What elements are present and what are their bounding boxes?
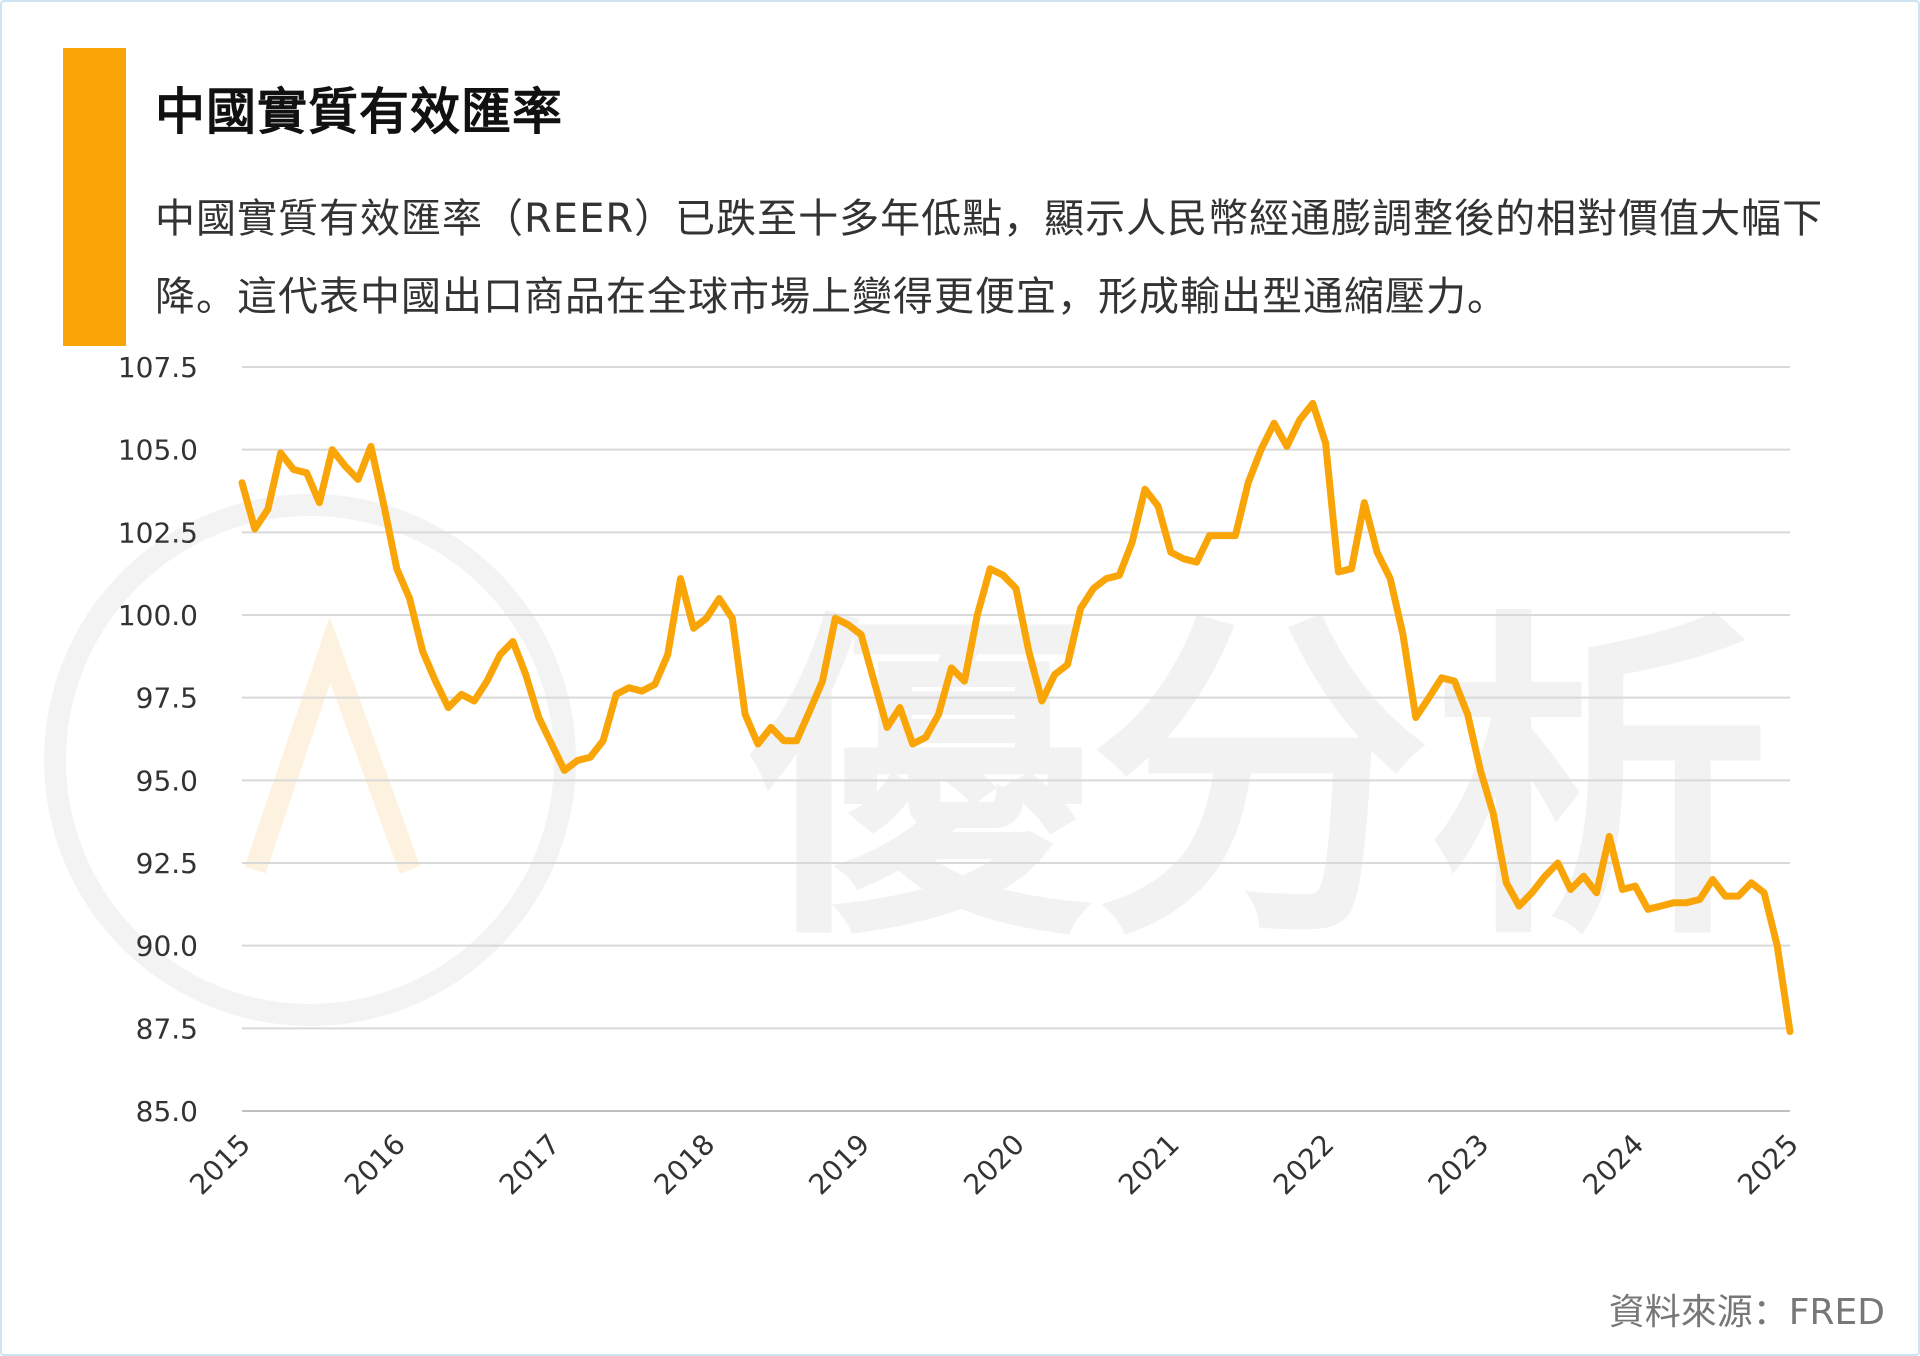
y-tick-label: 100.0 <box>118 599 198 632</box>
chart-title: 中國實質有效匯率 <box>155 83 563 141</box>
x-tick-label: 2016 <box>338 1128 412 1202</box>
y-tick-label: 95.0 <box>136 764 198 797</box>
y-tick-label: 107.5 <box>118 351 198 384</box>
y-tick-label: 92.5 <box>136 847 198 880</box>
watermark-logo-mark <box>244 616 421 874</box>
y-tick-label: 90.0 <box>136 930 198 963</box>
x-tick-label: 2015 <box>183 1128 257 1202</box>
y-tick-label: 87.5 <box>136 1012 198 1045</box>
chart-description: 中國實質有效匯率（REER）已跌至十多年低點，顯示人民幣經通膨調整後的相對價值大… <box>155 196 1824 320</box>
x-tick-label: 2017 <box>493 1128 567 1202</box>
x-tick-label: 2021 <box>1112 1128 1186 1202</box>
x-tick-label: 2020 <box>957 1128 1031 1202</box>
title-accent-bar <box>63 48 126 346</box>
x-tick-label: 2018 <box>648 1128 722 1202</box>
x-tick-label: 2023 <box>1422 1128 1496 1202</box>
x-axis-ticks: 2015 2016 2017 2018 2019 2020 2021 2022 2023 2024… <box>183 1128 1805 1202</box>
series-line-reer <box>238 399 1794 1036</box>
y-tick-label: 105.0 <box>118 434 198 467</box>
y-tick-label: 85.0 <box>136 1095 198 1128</box>
watermark-text: 優分析 <box>745 585 1770 981</box>
source-note: 資料來源：FRED <box>1608 1292 1885 1333</box>
y-tick-label: 97.5 <box>136 682 198 715</box>
x-tick-label: 2022 <box>1267 1128 1341 1202</box>
y-axis-ticks: 85.0 87.5 90.0 92.5 95.0 97.5 100.0 102.5 105.0 1… <box>118 351 198 1128</box>
x-tick-label: 2025 <box>1731 1128 1805 1202</box>
grid-lines <box>242 366 1790 1112</box>
watermark: 優分析 <box>44 494 1770 1026</box>
watermark-logo-ring <box>44 494 576 1026</box>
x-tick-label: 2019 <box>802 1128 876 1202</box>
y-tick-label: 102.5 <box>118 516 198 549</box>
x-tick-label: 2024 <box>1576 1128 1650 1202</box>
